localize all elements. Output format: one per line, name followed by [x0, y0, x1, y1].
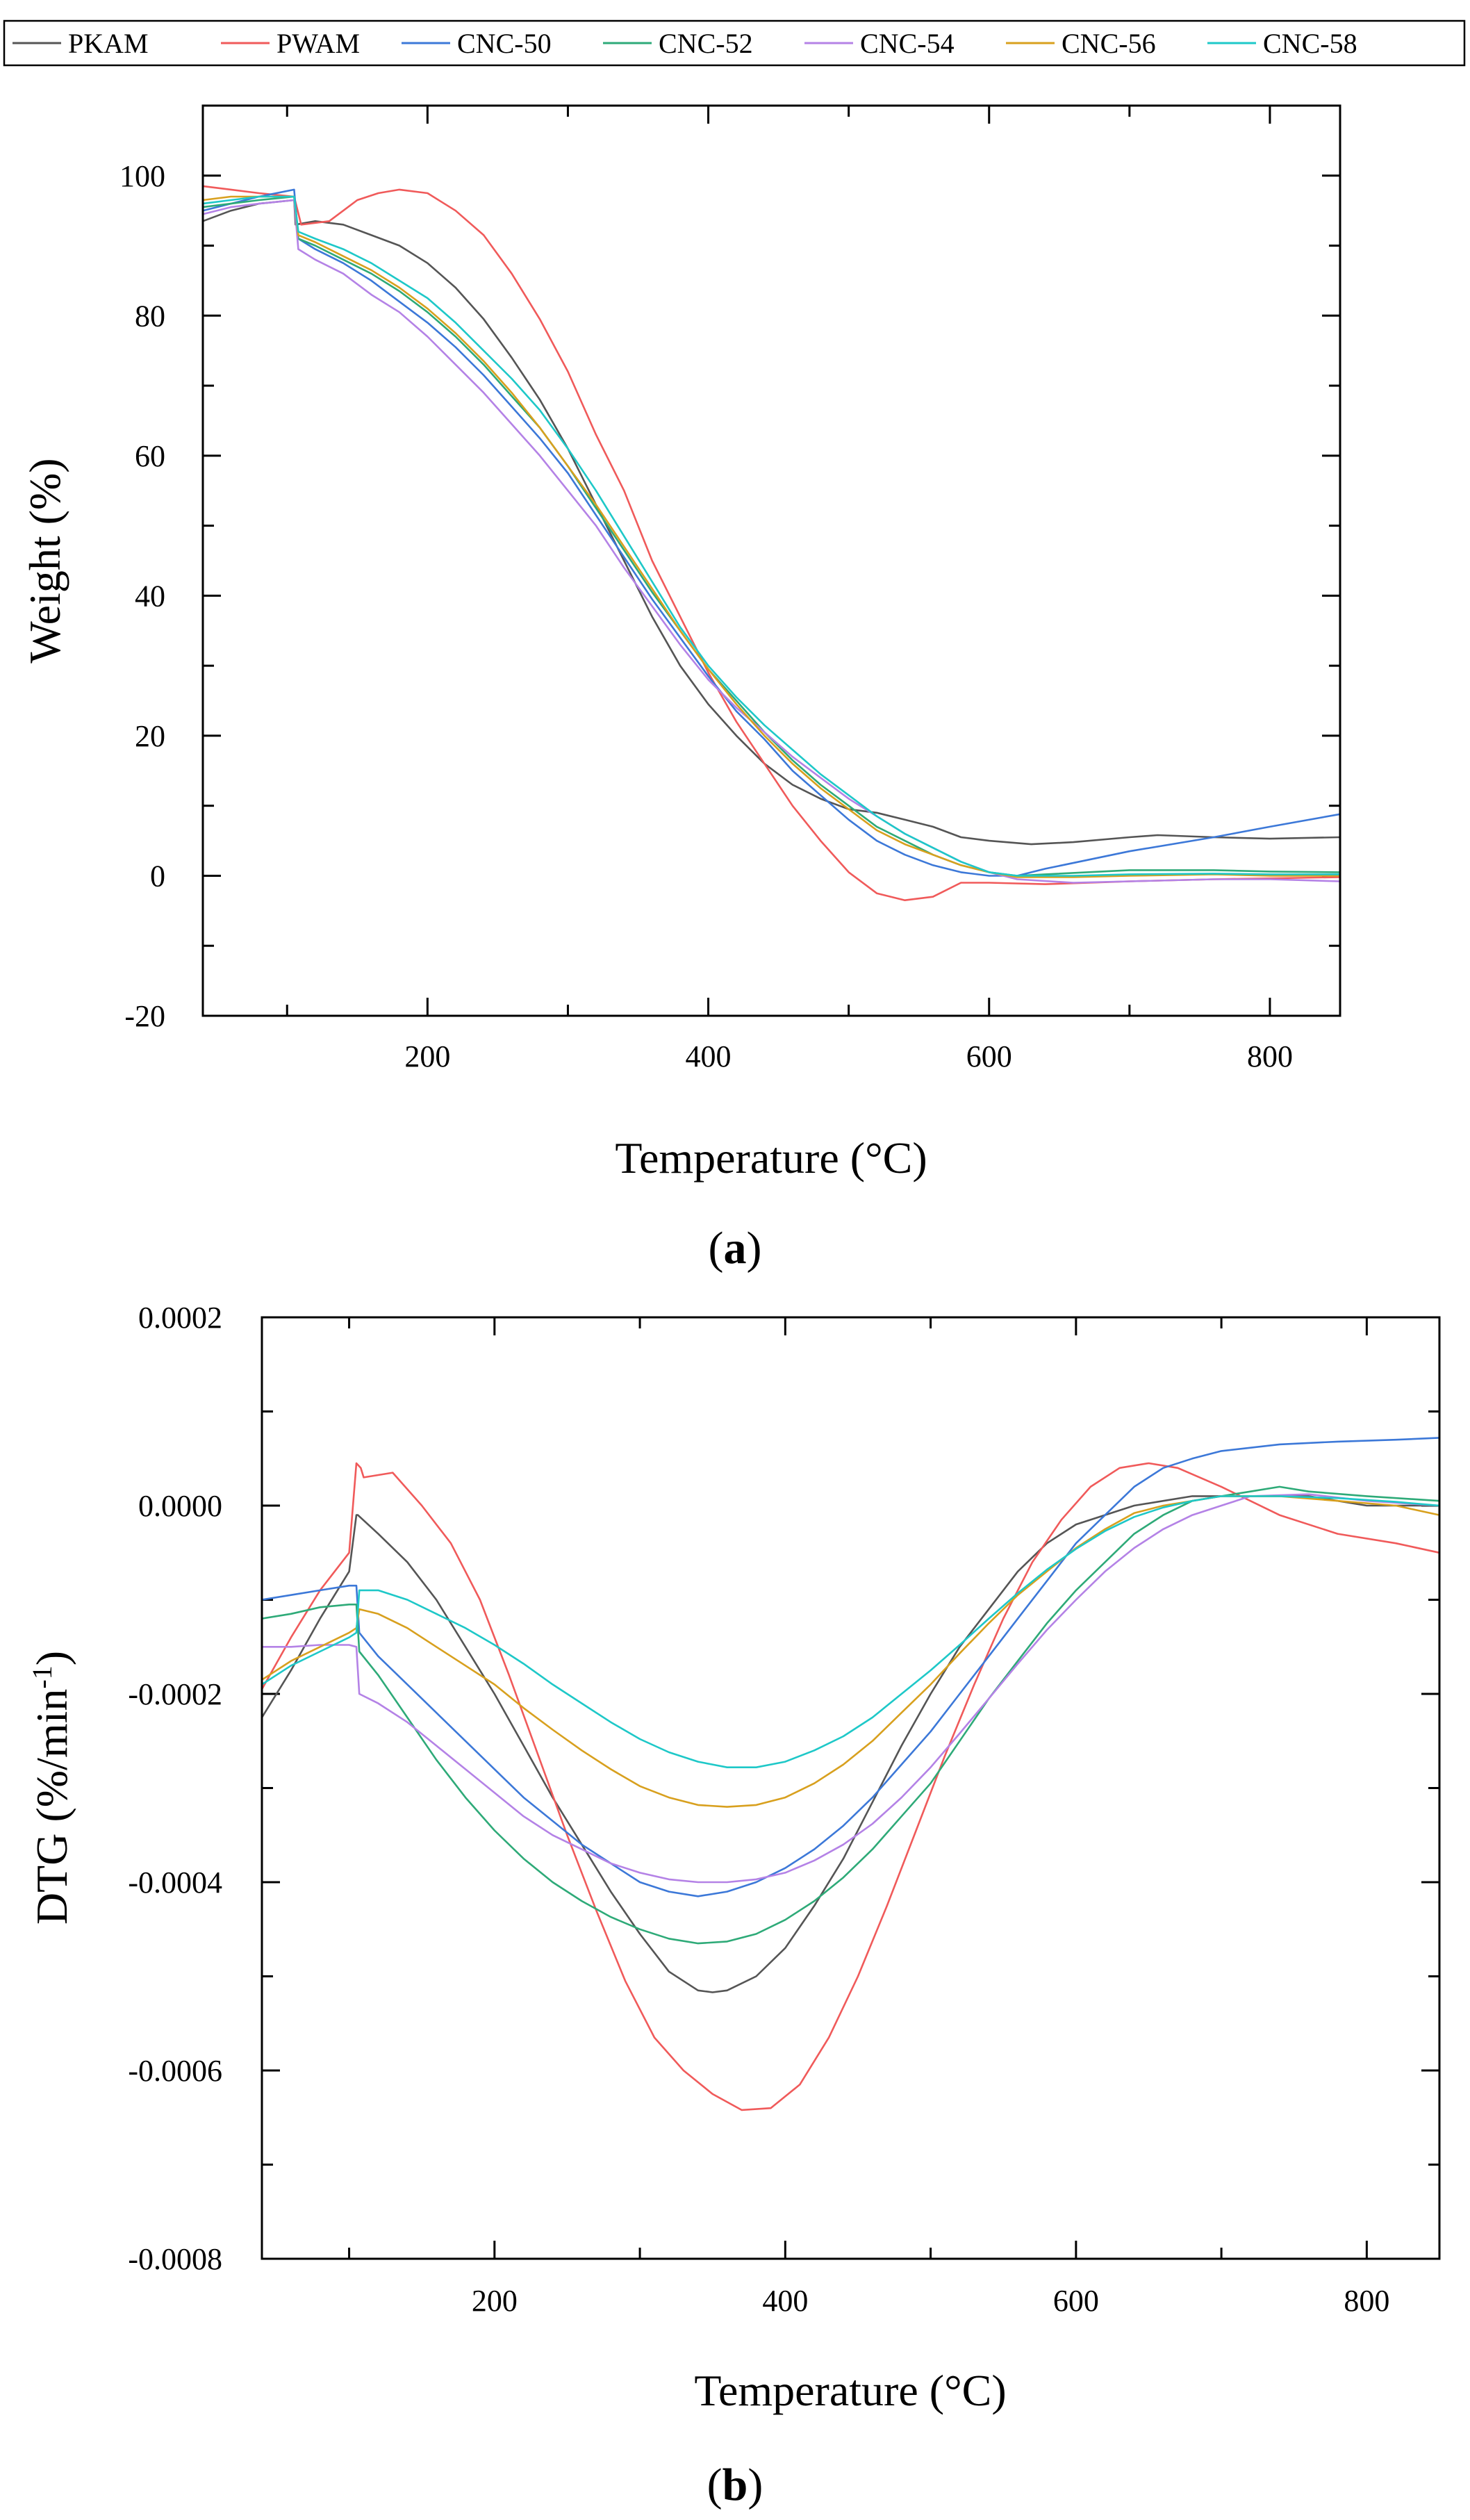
- panel-a-ticks: [203, 104, 1340, 1017]
- y-tick-label: -20: [124, 999, 165, 1033]
- series-line-cnc-54: [261, 1493, 1441, 1884]
- y-tick-label: 0: [150, 859, 165, 893]
- panel-b-x-tick-labels: 200 400 600 800: [472, 2284, 1390, 2318]
- y-tick-label: 60: [135, 439, 165, 473]
- panel-a-y-axis-title: Weight (%): [20, 458, 69, 663]
- x-tick-label: 200: [404, 1039, 450, 1073]
- series-line-cnc-52: [261, 1485, 1441, 1945]
- panel-a-x-tick-labels: 200 400 600 800: [404, 1039, 1293, 1073]
- y-tick-label: 20: [135, 719, 165, 753]
- series-line-cnc-58: [201, 195, 1341, 877]
- series-line-cnc-58: [261, 1495, 1441, 1768]
- y-tick-label: 0.0000: [138, 1489, 222, 1523]
- y-tick-label: -0.0002: [128, 1677, 222, 1711]
- y-tick-label: -0.0008: [128, 2242, 222, 2276]
- panel-b-ticks: [262, 1316, 1439, 2260]
- panel-b-y-tick-labels: -0.0008 -0.0006 -0.0004 -0.0002 0.0000 0.0002: [128, 1301, 222, 2276]
- x-tick-label: 600: [1053, 2284, 1099, 2318]
- x-tick-label: 200: [472, 2284, 518, 2318]
- legend-entry-label: PKAM: [68, 28, 149, 59]
- legend-entry-label: CNC-56: [1062, 28, 1156, 59]
- panel-b-y-axis-title-main: DTG (%/min: [27, 1689, 76, 1925]
- x-tick-label: 400: [686, 1039, 732, 1073]
- panel-a-series: [201, 185, 1341, 901]
- panel-b-y-axis-title: DTG (%/min-1): [26, 1651, 77, 1925]
- series-line-pwam: [201, 185, 1341, 901]
- legend-entry-label: CNC-50: [457, 28, 552, 59]
- panel-b-x-axis-title: Temperature (°C): [694, 2366, 1006, 2415]
- panel-a-plot-frame: [201, 104, 1341, 1017]
- y-tick-label: -0.0004: [128, 1866, 222, 1900]
- x-tick-label: 800: [1344, 2284, 1389, 2318]
- panel-b-series: [261, 1437, 1441, 2111]
- panel-a-label: (a): [709, 1223, 762, 1274]
- x-tick-label: 600: [966, 1039, 1012, 1073]
- panel-a-x-axis-title: Temperature (°C): [615, 1133, 927, 1183]
- legend: PKAM PWAM CNC-50 CNC-52 CNC-54 CNC-56 CNC-58: [3, 19, 1466, 67]
- series-line-cnc-50: [201, 188, 1341, 877]
- y-tick-label: 100: [119, 159, 165, 193]
- series-line-cnc-56: [261, 1495, 1441, 1808]
- panel-a-letter: a: [724, 1223, 747, 1274]
- series-line-pkam: [201, 199, 1341, 846]
- panel-b-letter: b: [722, 2460, 748, 2510]
- legend-entry-label: PWAM: [276, 28, 360, 59]
- panel-a-weight-chart: 200 400 600 800 -20 0 20 40 60 80 100 Temperature…: [20, 104, 1341, 1274]
- y-tick-label: 0.0002: [138, 1301, 222, 1335]
- x-tick-label: 800: [1247, 1039, 1293, 1073]
- y-tick-label: 40: [135, 579, 165, 613]
- series-line-pwam: [261, 1462, 1441, 2111]
- legend-entry-label: CNC-58: [1263, 28, 1357, 59]
- panel-b-y-axis-title-superscript: -1: [26, 1665, 58, 1688]
- panel-a-y-tick-labels: -20 0 20 40 60 80 100: [119, 159, 165, 1033]
- y-tick-label: -0.0006: [128, 2054, 222, 2088]
- series-line-cnc-54: [201, 199, 1341, 884]
- legend-entry-label: CNC-52: [659, 28, 753, 59]
- panel-b-y-axis-title-close: ): [27, 1651, 76, 1665]
- series-line-pkam: [261, 1495, 1441, 1993]
- panel-b-label: (b): [707, 2460, 763, 2510]
- x-tick-label: 400: [762, 2284, 808, 2318]
- panel-b-dtg-chart: 200 400 600 800 -0.0008-0.0006-0.0004-0.000…: [26, 1301, 1441, 2510]
- panel-b-plot-frame: [261, 1316, 1441, 2260]
- legend-items: PKAM PWAM CNC-50 CNC-52 CNC-54 CNC-56 CNC-58: [13, 28, 1357, 59]
- y-tick-label: 80: [135, 299, 165, 333]
- legend-entry-label: CNC-54: [860, 28, 955, 59]
